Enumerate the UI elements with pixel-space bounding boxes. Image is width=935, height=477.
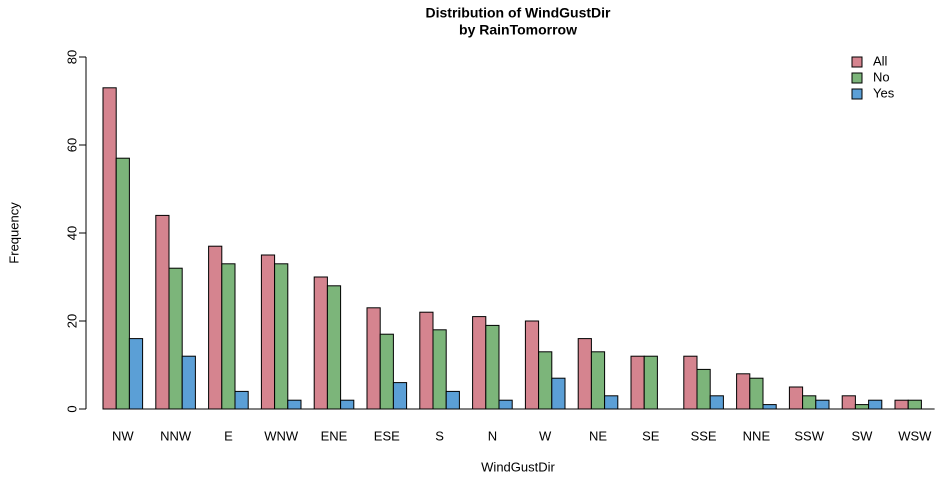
bar [274,263,289,410]
bar [868,399,883,410]
chart-title: Distribution of WindGustDir [426,5,612,21]
x-tick-label: SE [642,428,660,443]
legend-label: All [873,53,888,68]
legend-swatch [851,88,863,100]
bar [379,333,394,410]
legend-swatch [851,72,863,84]
chart-subtitle: by RainTomorrow [459,22,577,38]
bar [392,382,408,410]
y-tick-label: 40 [64,226,79,240]
bar [340,399,355,410]
bar [802,395,817,410]
bar [472,316,487,410]
bar [208,245,223,410]
y-axis-label: Frequency [6,202,21,264]
x-tick-label: S [435,428,444,443]
bar [538,351,553,410]
bar [683,355,698,410]
bar [432,329,447,410]
bar [445,390,460,410]
x-tick-label: NW [112,428,134,443]
legend-label: No [873,69,890,84]
x-tick-label: WSW [898,428,932,443]
bar [287,399,302,410]
x-axis-label: WindGustDir [481,459,555,474]
bar [762,404,777,410]
x-tick-label: SSW [794,428,824,443]
x-tick-label: E [224,428,233,443]
bar [366,307,381,410]
x-tick-label: ESE [374,428,400,443]
bar [498,399,513,410]
bar [260,254,276,410]
bar [128,338,144,410]
bar [643,355,658,410]
bar [577,338,592,410]
bar [313,276,328,410]
x-tick-label: NNE [743,428,771,443]
bar [630,355,645,410]
y-tick-label: 20 [64,314,79,328]
bar [749,377,764,410]
bar [696,368,711,410]
legend-swatch [851,56,863,68]
bar [854,404,870,410]
bar [419,311,434,410]
x-tick-label: NE [589,428,607,443]
bar [485,324,500,410]
x-tick-label: SW [852,428,874,443]
legend-label: Yes [873,85,895,100]
bar [894,399,909,410]
bar [907,399,922,410]
bar [102,87,117,410]
y-tick-label: 80 [64,50,79,64]
bar [168,267,183,410]
x-tick-label: SSE [691,428,717,443]
bar [788,386,804,410]
bar [604,395,619,410]
bar [815,399,830,410]
bar [590,351,606,410]
bar [736,373,751,410]
x-tick-label: N [488,428,497,443]
bar [155,214,170,410]
bar [234,390,249,410]
bar [524,320,540,410]
bar [221,263,236,410]
bar [551,377,566,410]
bar [115,157,130,410]
bar [181,355,196,410]
bar [841,395,856,410]
bar [326,285,342,410]
x-tick-label: WNW [264,428,299,443]
x-tick-label: NNW [160,428,192,443]
y-tick-label: 60 [64,138,79,152]
bar [709,395,724,410]
y-tick-label: 0 [64,405,79,412]
x-tick-label: ENE [321,428,348,443]
x-tick-label: W [539,428,552,443]
